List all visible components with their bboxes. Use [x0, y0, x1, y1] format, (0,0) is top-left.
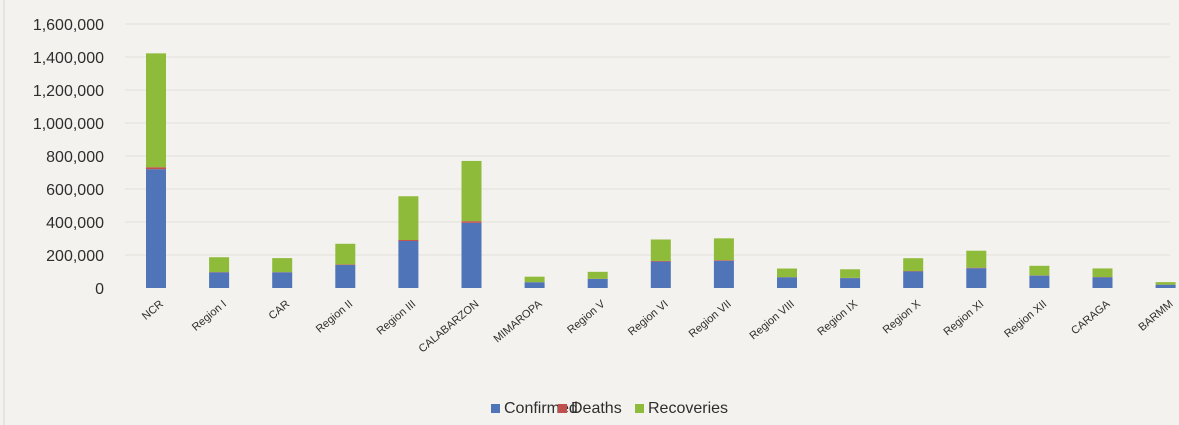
bar-recoveries-ncr: [146, 53, 166, 168]
y-tick-label: 1,600,000: [33, 17, 104, 34]
bar-recoveries-mimaropa: [524, 276, 545, 283]
x-tick-label: Region III: [375, 298, 419, 337]
bar-recoveries-car: [272, 258, 293, 273]
bar-recoveries-region-viii: [777, 268, 797, 278]
bar-confirmed-calabarzon: [461, 222, 482, 288]
x-tick-label: Region IX: [815, 298, 860, 339]
bar-recoveries-barmm: [1155, 282, 1176, 285]
bar-recoveries-region-i: [209, 257, 230, 273]
bar-confirmed-region-x: [903, 271, 924, 288]
bar-deaths-region-vii: [713, 260, 734, 261]
x-tick-label: Region VI: [626, 298, 671, 338]
y-tick-label: 1,200,000: [33, 83, 104, 100]
bar-confirmed-region-v: [587, 278, 608, 288]
legend-swatch-deaths: [558, 404, 567, 413]
bar-recoveries-region-ix: [840, 269, 861, 278]
bar-recoveries-caraga: [1092, 268, 1113, 278]
bar-deaths-region-vi: [650, 260, 671, 262]
x-tick-label: CALABARZON: [417, 298, 482, 355]
bar-recoveries-calabarzon: [461, 160, 482, 222]
bar-recoveries-region-ii: [335, 243, 356, 265]
x-tick-label: Region X: [881, 298, 924, 337]
x-tick-label: CAR: [267, 298, 293, 322]
bar-confirmed-caraga: [1092, 277, 1113, 288]
bar-confirmed-car: [272, 272, 293, 288]
y-tick-label: 400,000: [46, 215, 104, 232]
bar-confirmed-region-ii: [335, 264, 356, 288]
bar-confirmed-region-i: [209, 272, 230, 288]
x-tick-label: NCR: [140, 298, 166, 323]
legend-label-deaths: Deaths: [571, 400, 622, 417]
legend-label-recoveries: Recoveries: [648, 400, 728, 417]
x-tick-label: Region VIII: [748, 298, 797, 342]
bar-recoveries-region-xii: [1029, 265, 1050, 276]
bar-recoveries-region-v: [587, 271, 608, 279]
x-tick-label: Region I: [190, 298, 229, 334]
x-tick-label: BARMM: [1136, 298, 1175, 334]
bar-confirmed-region-xii: [1029, 275, 1050, 288]
bar-deaths-calabarzon: [461, 221, 482, 223]
bar-confirmed-mimaropa: [524, 282, 545, 288]
bar-confirmed-region-vii: [713, 260, 734, 288]
y-tick-label: 1,000,000: [33, 116, 104, 133]
x-tick-label: Region V: [565, 298, 608, 337]
x-tick-label: CARAGA: [1069, 298, 1113, 337]
bar-recoveries-region-vii: [713, 238, 734, 261]
bar-recoveries-region-xi: [966, 250, 987, 268]
bar-confirmed-barmm: [1155, 284, 1176, 288]
y-tick-label: 200,000: [46, 248, 104, 265]
bar-confirmed-region-vi: [650, 261, 671, 288]
x-tick-label: MIMAROPA: [492, 298, 545, 346]
bar-deaths-ncr: [146, 167, 166, 170]
y-tick-label: 600,000: [46, 182, 104, 199]
legend-swatch-confirmed: [491, 404, 500, 413]
y-tick-label: 0: [95, 281, 104, 298]
bar-confirmed-region-viii: [777, 277, 797, 288]
x-tick-label: Region XII: [1002, 298, 1049, 340]
bar-recoveries-region-iii: [398, 196, 419, 240]
bar-recoveries-region-vi: [650, 239, 671, 261]
legend-swatch-recoveries: [635, 404, 644, 413]
bar-confirmed-region-iii: [398, 240, 419, 288]
y-tick-label: 1,400,000: [33, 50, 104, 67]
x-tick-label: Region II: [314, 298, 355, 335]
bar-confirmed-region-ix: [840, 278, 861, 288]
bar-confirmed-ncr: [146, 169, 166, 288]
bar-recoveries-region-x: [903, 258, 924, 272]
x-tick-label: Region VII: [687, 298, 734, 340]
x-tick-label: Region XI: [942, 298, 987, 338]
y-tick-label: 800,000: [46, 149, 104, 166]
bar-confirmed-region-xi: [966, 268, 987, 288]
bar-deaths-region-iii: [398, 239, 419, 241]
